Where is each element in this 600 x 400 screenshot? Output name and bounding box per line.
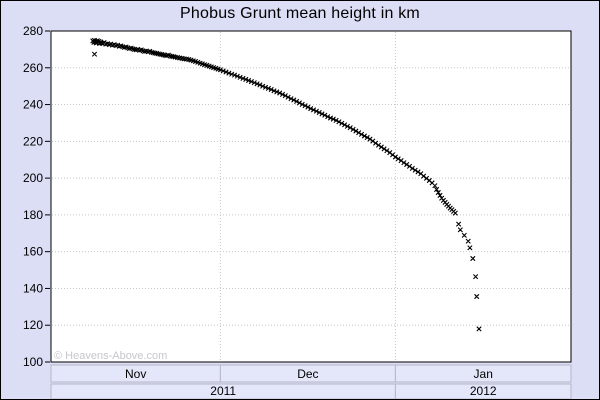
y-tick-label: 180 [23,208,43,222]
year-band-label: 2012 [470,384,497,398]
data-points-series [90,37,482,332]
month-band-label: Nov [125,367,146,381]
y-tick-label: 160 [23,245,43,259]
y-tick-label: 240 [23,98,43,112]
y-tick-label: 100 [23,355,43,369]
month-band-cell [394,364,572,383]
year-band-cell [394,383,572,399]
y-tick-label: 280 [23,24,43,38]
watermark: © Heavens-Above.com [54,350,168,362]
plot-border [50,30,572,363]
year-band-label: 2011 [210,384,236,398]
y-tick-label: 140 [23,281,43,295]
y-tick-label: 220 [23,134,43,148]
month-band-label: Dec [297,367,318,381]
chart-title: Phobus Grunt mean height in km [180,5,420,22]
month-band-label: Jan [474,367,493,381]
y-tick-label: 200 [23,171,43,185]
y-tick-label: 120 [23,318,43,332]
y-tick-label: 260 [23,61,43,75]
plot-area [51,31,571,362]
